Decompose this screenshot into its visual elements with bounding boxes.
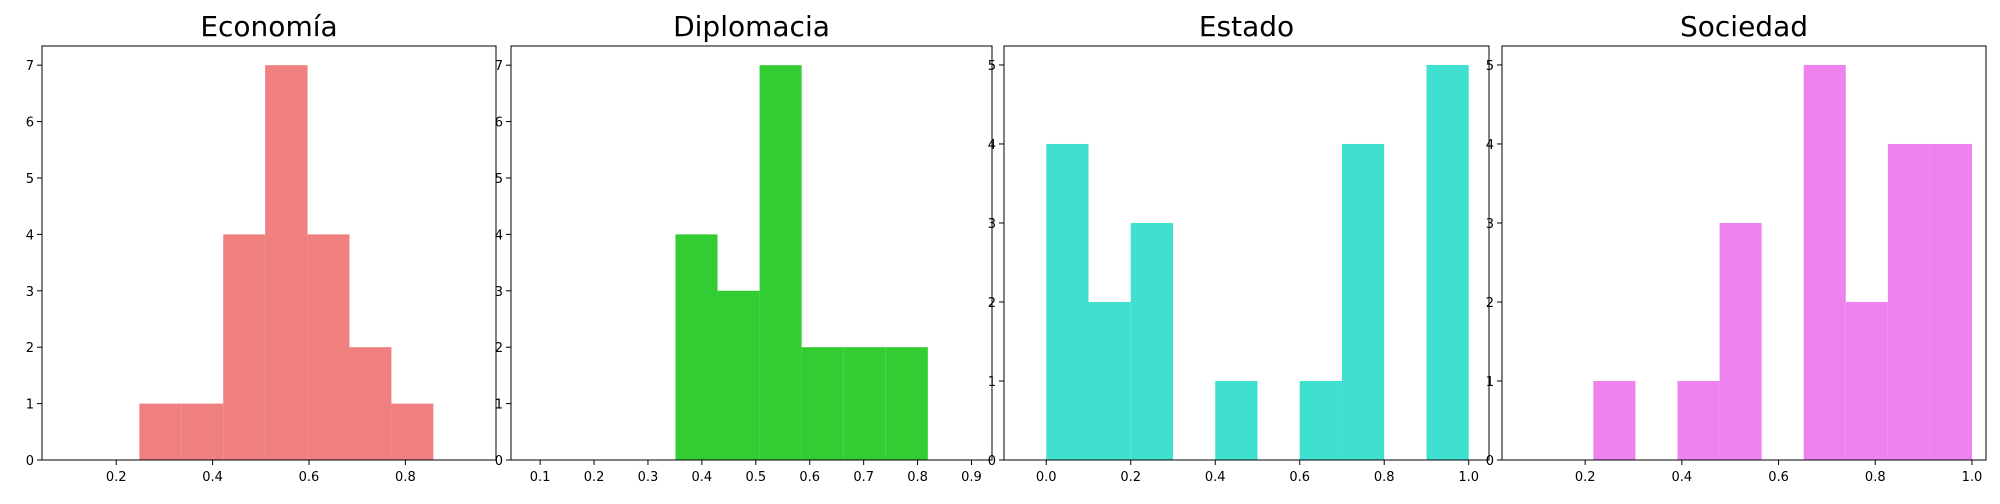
bar bbox=[391, 403, 434, 460]
bar bbox=[1929, 143, 1972, 460]
bar bbox=[1426, 64, 1469, 461]
x-tick-label: 0.0 bbox=[1036, 470, 1057, 485]
bar bbox=[1803, 64, 1846, 461]
y-tick-label: 5 bbox=[1486, 59, 1494, 74]
x-tick-label: 0.9 bbox=[961, 470, 982, 485]
bar bbox=[717, 290, 760, 460]
bar bbox=[349, 347, 392, 460]
bar bbox=[1130, 222, 1173, 460]
y-tick-label: 0 bbox=[495, 454, 503, 469]
bar bbox=[1046, 143, 1089, 460]
y-tick-label: 2 bbox=[988, 296, 996, 311]
y-tick-label: 0 bbox=[26, 454, 34, 469]
x-tick-label: 0.4 bbox=[1205, 470, 1226, 485]
x-tick-label: 0.7 bbox=[853, 470, 874, 485]
y-tick-label: 1 bbox=[1486, 375, 1494, 390]
bar bbox=[675, 234, 718, 460]
x-tick-label: 0.4 bbox=[202, 470, 223, 485]
x-tick-label: 1.0 bbox=[1458, 470, 1479, 485]
y-tick-label: 1 bbox=[495, 398, 503, 413]
bar bbox=[139, 403, 182, 460]
x-tick-label: 0.4 bbox=[1672, 470, 1693, 485]
y-tick-label: 4 bbox=[495, 228, 503, 243]
y-tick-label: 5 bbox=[495, 172, 503, 187]
y-tick-label: 3 bbox=[26, 285, 34, 300]
y-tick-label: 2 bbox=[1486, 296, 1494, 311]
chart-title: Economía bbox=[200, 10, 337, 43]
bar bbox=[1299, 380, 1342, 460]
y-tick-label: 5 bbox=[988, 59, 996, 74]
x-tick-label: 0.6 bbox=[299, 470, 320, 485]
x-tick-label: 0.3 bbox=[638, 470, 659, 485]
y-tick-label: 1 bbox=[988, 375, 996, 390]
y-tick-label: 4 bbox=[1486, 138, 1494, 153]
x-tick-label: 0.1 bbox=[530, 470, 551, 485]
y-tick-label: 0 bbox=[988, 454, 996, 469]
bar bbox=[1593, 380, 1636, 460]
x-tick-label: 1.0 bbox=[1962, 470, 1983, 485]
axes-frame bbox=[1003, 45, 1490, 461]
x-tick-label: 0.8 bbox=[1865, 470, 1886, 485]
bar bbox=[1215, 380, 1258, 460]
x-tick-label: 0.8 bbox=[395, 470, 416, 485]
bar bbox=[801, 347, 844, 460]
x-tick-label: 0.6 bbox=[1768, 470, 1789, 485]
bar bbox=[1677, 380, 1720, 460]
bar bbox=[1341, 143, 1385, 460]
x-tick-label: 0.2 bbox=[584, 470, 605, 485]
y-tick-label: 0 bbox=[1486, 454, 1494, 469]
x-tick-label: 0.6 bbox=[799, 470, 820, 485]
bar bbox=[1845, 301, 1888, 460]
x-tick-label: 0.2 bbox=[1120, 470, 1141, 485]
x-tick-label: 0.8 bbox=[1374, 470, 1395, 485]
x-tick-label: 0.5 bbox=[745, 470, 766, 485]
bar bbox=[885, 347, 928, 460]
y-tick-label: 6 bbox=[26, 116, 34, 131]
x-tick-label: 0.4 bbox=[692, 470, 713, 485]
chart-title: Estado bbox=[1199, 10, 1294, 43]
y-tick-label: 1 bbox=[26, 398, 34, 413]
y-tick-label: 6 bbox=[495, 116, 503, 131]
x-tick-label: 0.2 bbox=[106, 470, 127, 485]
x-tick-label: 0.8 bbox=[907, 470, 928, 485]
bar bbox=[181, 403, 224, 460]
bar bbox=[1887, 143, 1930, 460]
y-tick-label: 7 bbox=[495, 59, 503, 74]
bar bbox=[307, 234, 350, 460]
axes-frame bbox=[510, 45, 993, 461]
y-tick-label: 2 bbox=[26, 341, 34, 356]
y-tick-label: 4 bbox=[26, 228, 34, 243]
y-tick-label: 3 bbox=[1486, 217, 1494, 232]
y-tick-label: 5 bbox=[26, 172, 34, 187]
bar bbox=[1719, 222, 1762, 460]
x-tick-label: 0.6 bbox=[1289, 470, 1310, 485]
bar bbox=[265, 65, 308, 460]
bar bbox=[223, 234, 266, 460]
y-tick-label: 2 bbox=[495, 341, 503, 356]
x-tick-label: 0.2 bbox=[1575, 470, 1596, 485]
y-tick-label: 3 bbox=[495, 285, 503, 300]
y-tick-label: 4 bbox=[988, 138, 996, 153]
chart-title: Sociedad bbox=[1680, 10, 1808, 43]
axes-frame bbox=[1501, 45, 1987, 461]
bar bbox=[843, 347, 886, 460]
bar bbox=[759, 65, 802, 460]
axes-frame bbox=[41, 45, 497, 461]
y-tick-label: 3 bbox=[988, 217, 996, 232]
y-tick-label: 7 bbox=[26, 59, 34, 74]
chart-title: Diplomacia bbox=[673, 10, 830, 43]
bar bbox=[1088, 301, 1131, 460]
